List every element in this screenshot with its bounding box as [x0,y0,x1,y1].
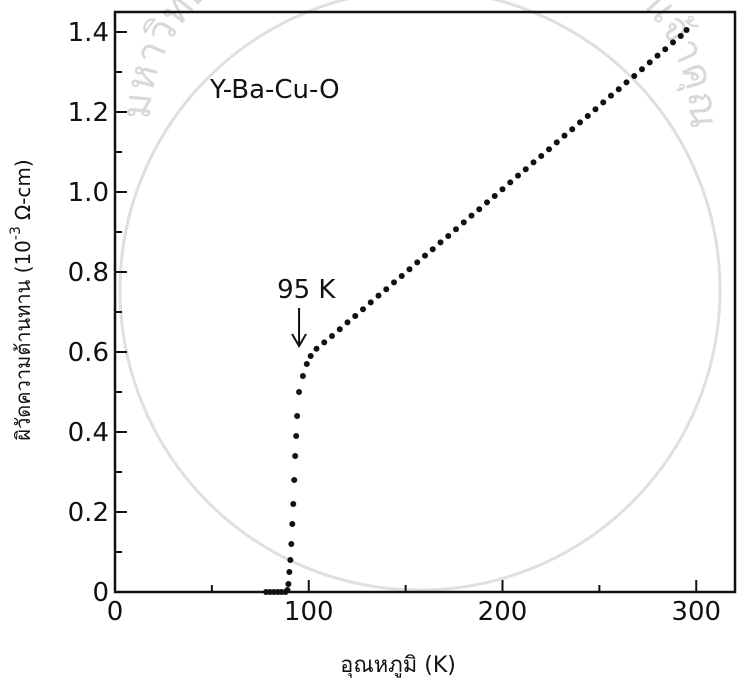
data-point [383,286,390,293]
data-point [460,219,467,226]
data-point [289,521,296,527]
data-point [375,292,382,299]
data-point [608,92,614,99]
data-point [286,569,293,575]
data-point [639,66,645,73]
transition-temp-label: 95 K [277,275,336,305]
y-axis-label-unit: Ω-cm) [11,159,35,220]
data-point [546,146,552,153]
data-point [336,326,343,333]
data-point [290,501,297,507]
data-point [352,313,359,319]
data-point [631,73,638,79]
data-point [670,39,676,46]
data-point [468,212,475,219]
transition-arrow-head [291,333,307,348]
y-tick-label: 1.2 [68,98,109,128]
x-tick-label: 200 [478,597,528,627]
data-point [499,186,506,193]
x-tick-label: 0 [107,597,124,627]
x-tick-label: 100 [284,597,334,627]
data-point [360,306,366,313]
plot-frame [113,10,737,594]
data-point [530,159,537,166]
data-point [288,541,295,547]
data-point [422,252,428,259]
x-axis-label: อุณหภูมิ (K) [340,653,456,678]
data-point [476,206,483,213]
data-point [491,193,498,199]
data-point [391,279,397,286]
data-point [307,353,314,359]
y-tick-label: 1.4 [68,18,109,48]
data-point [538,153,545,159]
data-point [584,113,591,119]
data-point [292,453,299,459]
data-point [522,166,529,173]
data-point [367,299,374,306]
data-point [294,413,301,419]
watermark-ring [118,0,722,592]
data-point [553,139,560,146]
data-point [313,345,320,352]
data-series [263,27,690,595]
y-tick-label: 1.0 [68,178,109,208]
data-point [285,581,292,587]
data-point [303,361,310,367]
data-point [646,59,653,66]
data-point [577,119,583,126]
data-point [592,106,599,113]
data-point [445,233,452,239]
y-tick-label: 0 [92,578,109,608]
data-point [654,52,661,59]
x-axis: 0 100 200 300 [107,580,721,627]
data-point [484,199,490,206]
material-label: Y-Ba-Cu-O [209,75,340,105]
data-point [329,333,335,339]
data-point [515,172,521,179]
data-point [561,132,568,139]
y-axis-label-exponent: -3 [8,226,24,240]
data-point [600,99,607,106]
data-point [623,79,630,86]
data-point [406,266,413,273]
data-point [299,373,306,379]
data-point [662,46,669,53]
data-point [453,226,459,233]
data-point [398,273,405,279]
data-point [284,587,291,593]
data-point [569,126,576,133]
data-point [296,389,303,395]
y-tick-label: 0.4 [68,418,109,448]
data-point [291,477,298,483]
data-point [615,86,622,93]
data-point [429,246,436,253]
y-tick-label: 0.8 [68,258,109,288]
data-point [287,557,294,563]
data-point [321,339,328,346]
svg-text:ผิวัดความต้านทาน (10-3Ω-cm): ผิวัดความต้านทาน (10-3 Ω-cm) [8,159,35,440]
x-tick-label: 300 [671,597,721,627]
data-point [414,259,421,266]
data-point [683,27,690,33]
y-tick-label: 0.6 [68,338,109,368]
y-tick-label: 0.2 [68,498,109,528]
data-point [293,433,300,439]
data-point [344,319,351,326]
y-axis: 0 0.2 0.4 0.6 0.8 1.0 1.2 1.4 [68,18,127,608]
data-point [507,179,514,186]
data-point [437,239,444,246]
data-point [677,33,684,39]
y-axis-label-main: ผิวัดความต้านทาน (10 [11,240,35,441]
y-axis-label: ผิวัดความต้านทาน (10-3 Ω-cm) [8,159,35,440]
